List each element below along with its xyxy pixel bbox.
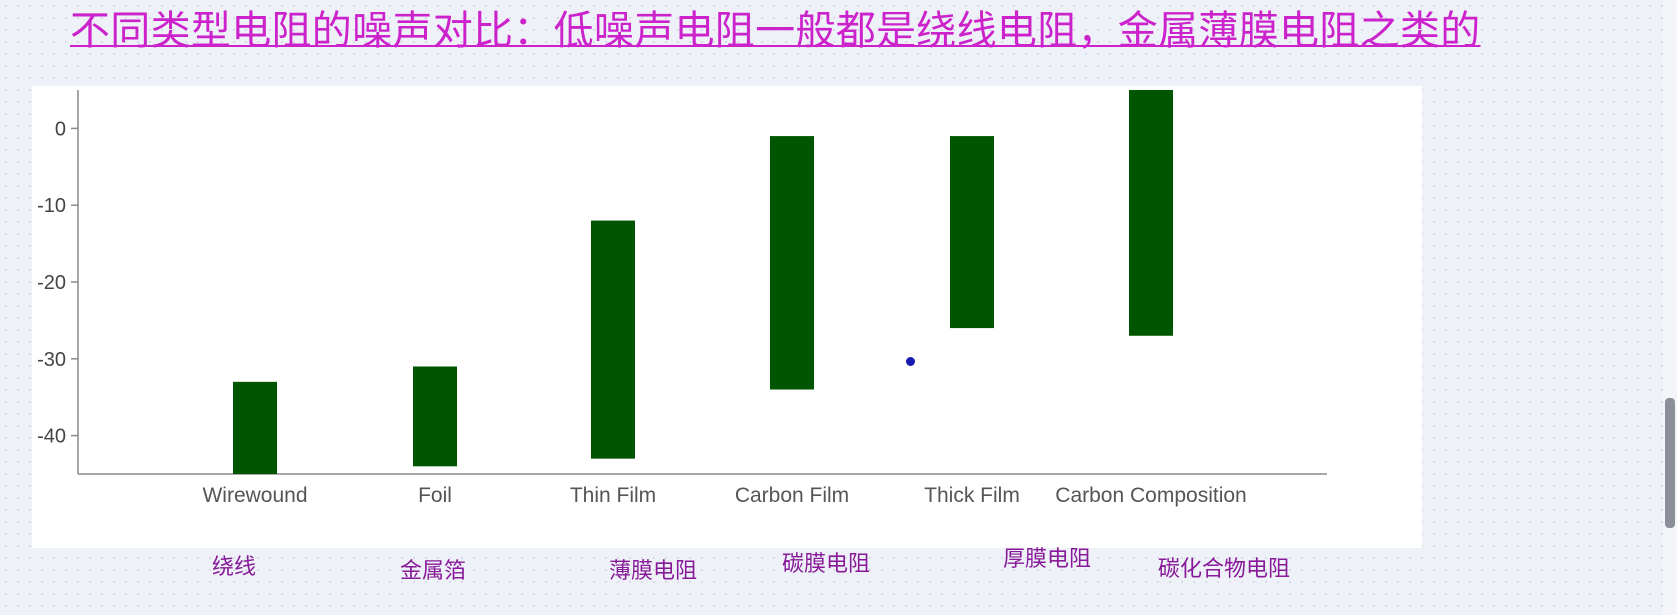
cn-label-carbon-composition: 碳化合物电阻 — [1158, 557, 1291, 582]
x-tick-label: Thick Film — [924, 484, 1020, 507]
bar-wirewound — [233, 381, 277, 474]
y-tick-label: -30 — [37, 349, 66, 371]
bar-thick-film — [950, 136, 994, 329]
y-tick-label: -10 — [37, 195, 66, 217]
x-tick-label: Carbon Film — [735, 484, 849, 507]
bar-carbon-film — [770, 136, 814, 390]
x-tick-label: Wirewound — [202, 484, 307, 507]
y-tick-label: -20 — [37, 272, 66, 294]
slide-title: 不同类型电阻的噪声对比：低噪声电阻一般都是绕线电阻，金属薄膜电阻之类的 — [70, 8, 1481, 54]
scrollbar[interactable] — [1663, 0, 1677, 615]
bar-foil — [413, 366, 457, 467]
cn-label-wirewound: 绕线 — [212, 555, 257, 580]
y-tick-label: -40 — [37, 426, 66, 448]
noise-comparison-chart: 0 -10 -20 -30 -40 Wirewound Foil Thin Film Carbo… — [37, 90, 1327, 507]
y-tick-label: 0 — [55, 118, 66, 140]
cn-label-thick-film: 厚膜电阻 — [1003, 547, 1092, 572]
cn-label-carbon-film: 碳膜电阻 — [782, 552, 871, 577]
cn-label-thin-film: 薄膜电阻 — [609, 559, 698, 584]
x-tick-label: Carbon Composition — [1055, 484, 1246, 507]
bar-carbon-composition — [1129, 90, 1173, 336]
cn-label-foil: 金属箔 — [400, 559, 467, 584]
scrollbar-thumb[interactable] — [1665, 398, 1675, 528]
pointer-dot — [906, 357, 915, 366]
bar-thin-film — [591, 220, 635, 459]
x-tick-label: Thin Film — [570, 484, 656, 507]
chart-panel: 0 -10 -20 -30 -40 Wirewound Foil Thin Film Carbo… — [32, 86, 1422, 548]
x-tick-label: Foil — [418, 484, 452, 507]
